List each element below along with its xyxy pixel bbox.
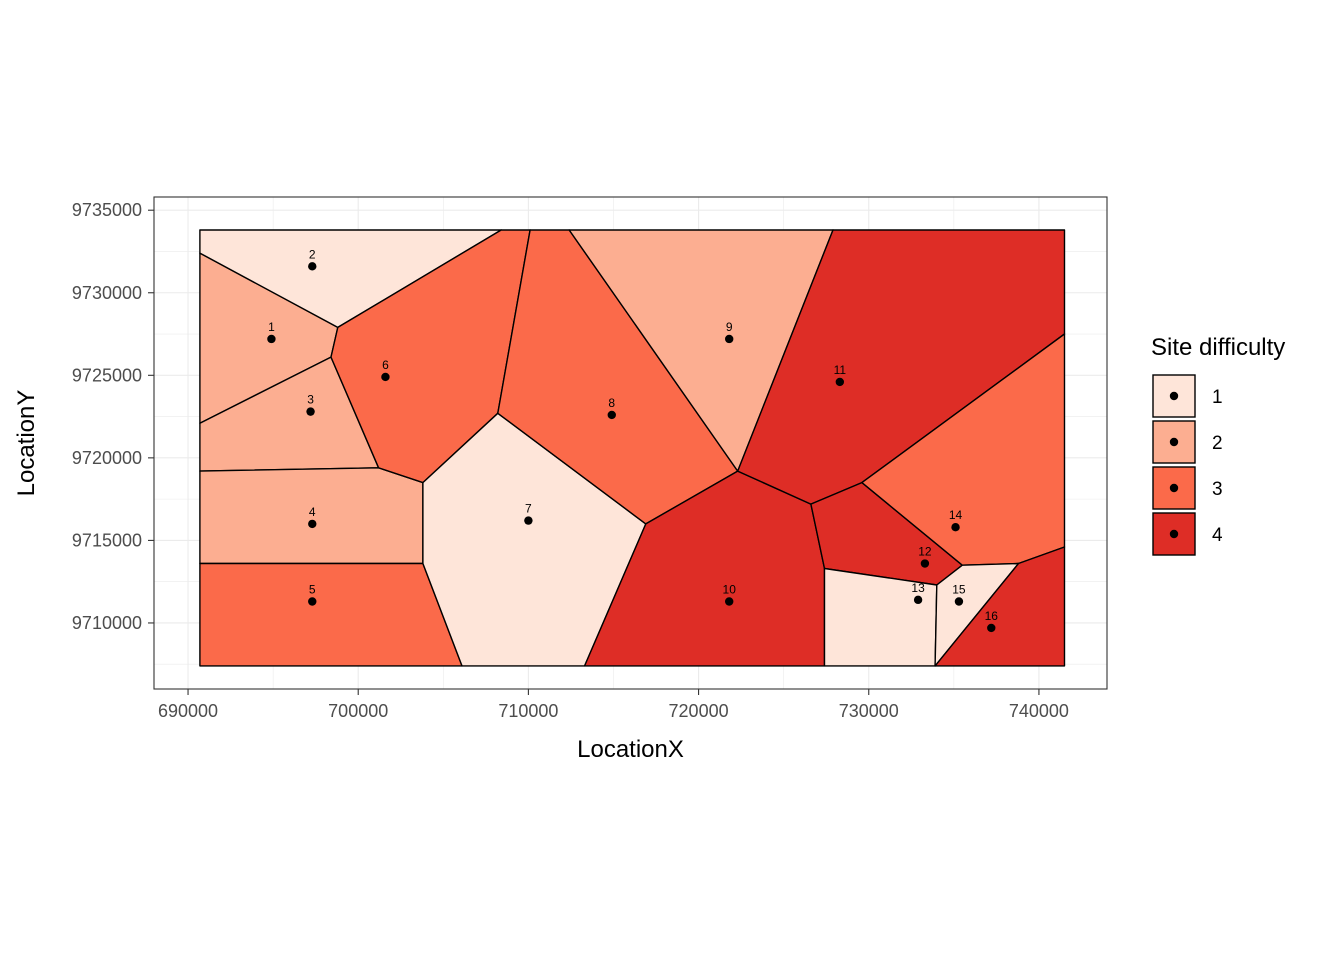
panel-border xyxy=(153,196,1108,690)
site-point-9 xyxy=(725,334,734,344)
x-tick-label: 710000 xyxy=(498,701,558,721)
y-tick-label: 9725000 xyxy=(72,365,142,385)
site-point-16 xyxy=(987,623,996,633)
legend-key-point-4 xyxy=(1169,529,1179,539)
site-point-14 xyxy=(951,523,960,532)
x-tick-label: 740000 xyxy=(1009,701,1069,721)
legend: Site difficulty 1 2 3 4 xyxy=(1151,334,1285,556)
legend-label-3: 3 xyxy=(1212,479,1223,500)
legend-label-2: 2 xyxy=(1212,433,1223,454)
y-tick-label: 9730000 xyxy=(72,283,142,303)
legend-key-point-2 xyxy=(1169,437,1179,447)
site-point-7 xyxy=(524,516,533,525)
site-label-11: 11 xyxy=(834,363,847,377)
voronoi-cell-16 xyxy=(934,546,1066,667)
site-label-14: 14 xyxy=(949,508,963,522)
site-label-12: 12 xyxy=(918,545,932,559)
y-tick-label: 9720000 xyxy=(72,448,142,468)
site-point-3 xyxy=(306,407,315,416)
site-point-4 xyxy=(308,519,317,529)
voronoi-cells xyxy=(199,229,1066,667)
site-label-4: 4 xyxy=(309,505,316,519)
site-label-16: 16 xyxy=(985,609,999,623)
x-axis: 690000 700000 710000 720000 730000 740000 xyxy=(158,689,1069,721)
x-tick-label: 700000 xyxy=(328,701,388,721)
site-label-5: 5 xyxy=(309,582,316,596)
site-point-6 xyxy=(381,372,390,382)
site-point-11 xyxy=(835,377,845,387)
site-label-8: 8 xyxy=(608,396,615,410)
site-point-8 xyxy=(607,410,616,420)
site-point-1 xyxy=(267,334,276,344)
voronoi-cell-5 xyxy=(199,562,463,667)
y-axis-title: LocationY xyxy=(13,390,40,497)
site-point-12 xyxy=(920,559,930,568)
site-label-2: 2 xyxy=(309,247,316,261)
site-label-6: 6 xyxy=(382,358,389,372)
site-label-15: 15 xyxy=(952,582,966,596)
x-tick-label: 730000 xyxy=(839,701,899,721)
site-label-10: 10 xyxy=(723,582,737,596)
site-point-13 xyxy=(913,595,923,605)
site-label-7: 7 xyxy=(525,502,532,516)
x-tick-label: 720000 xyxy=(669,701,729,721)
y-axis: 9710000 9715000 9720000 9725000 9730000 97350… xyxy=(72,200,154,633)
y-tick-label: 9710000 xyxy=(72,613,142,633)
y-tick-label: 9735000 xyxy=(72,200,142,220)
x-tick-label: 690000 xyxy=(158,701,218,721)
x-axis-title: LocationX xyxy=(577,736,684,763)
legend-label-1: 1 xyxy=(1212,387,1223,408)
legend-key-point-3 xyxy=(1169,483,1179,493)
site-label-1: 1 xyxy=(268,320,275,334)
legend-key-point-1 xyxy=(1169,391,1179,401)
site-point-15 xyxy=(954,597,964,606)
site-label-13: 13 xyxy=(911,581,925,595)
site-points xyxy=(267,262,996,633)
legend-label-4: 4 xyxy=(1212,525,1223,546)
site-label-3: 3 xyxy=(307,393,314,407)
legend-title: Site difficulty xyxy=(1151,334,1285,361)
y-tick-label: 9715000 xyxy=(72,530,142,550)
panel-border-rect xyxy=(153,196,1108,690)
site-point-5 xyxy=(308,597,317,606)
site-label-9: 9 xyxy=(726,320,733,334)
site-point-2 xyxy=(308,262,317,271)
site-point-10 xyxy=(725,597,734,606)
